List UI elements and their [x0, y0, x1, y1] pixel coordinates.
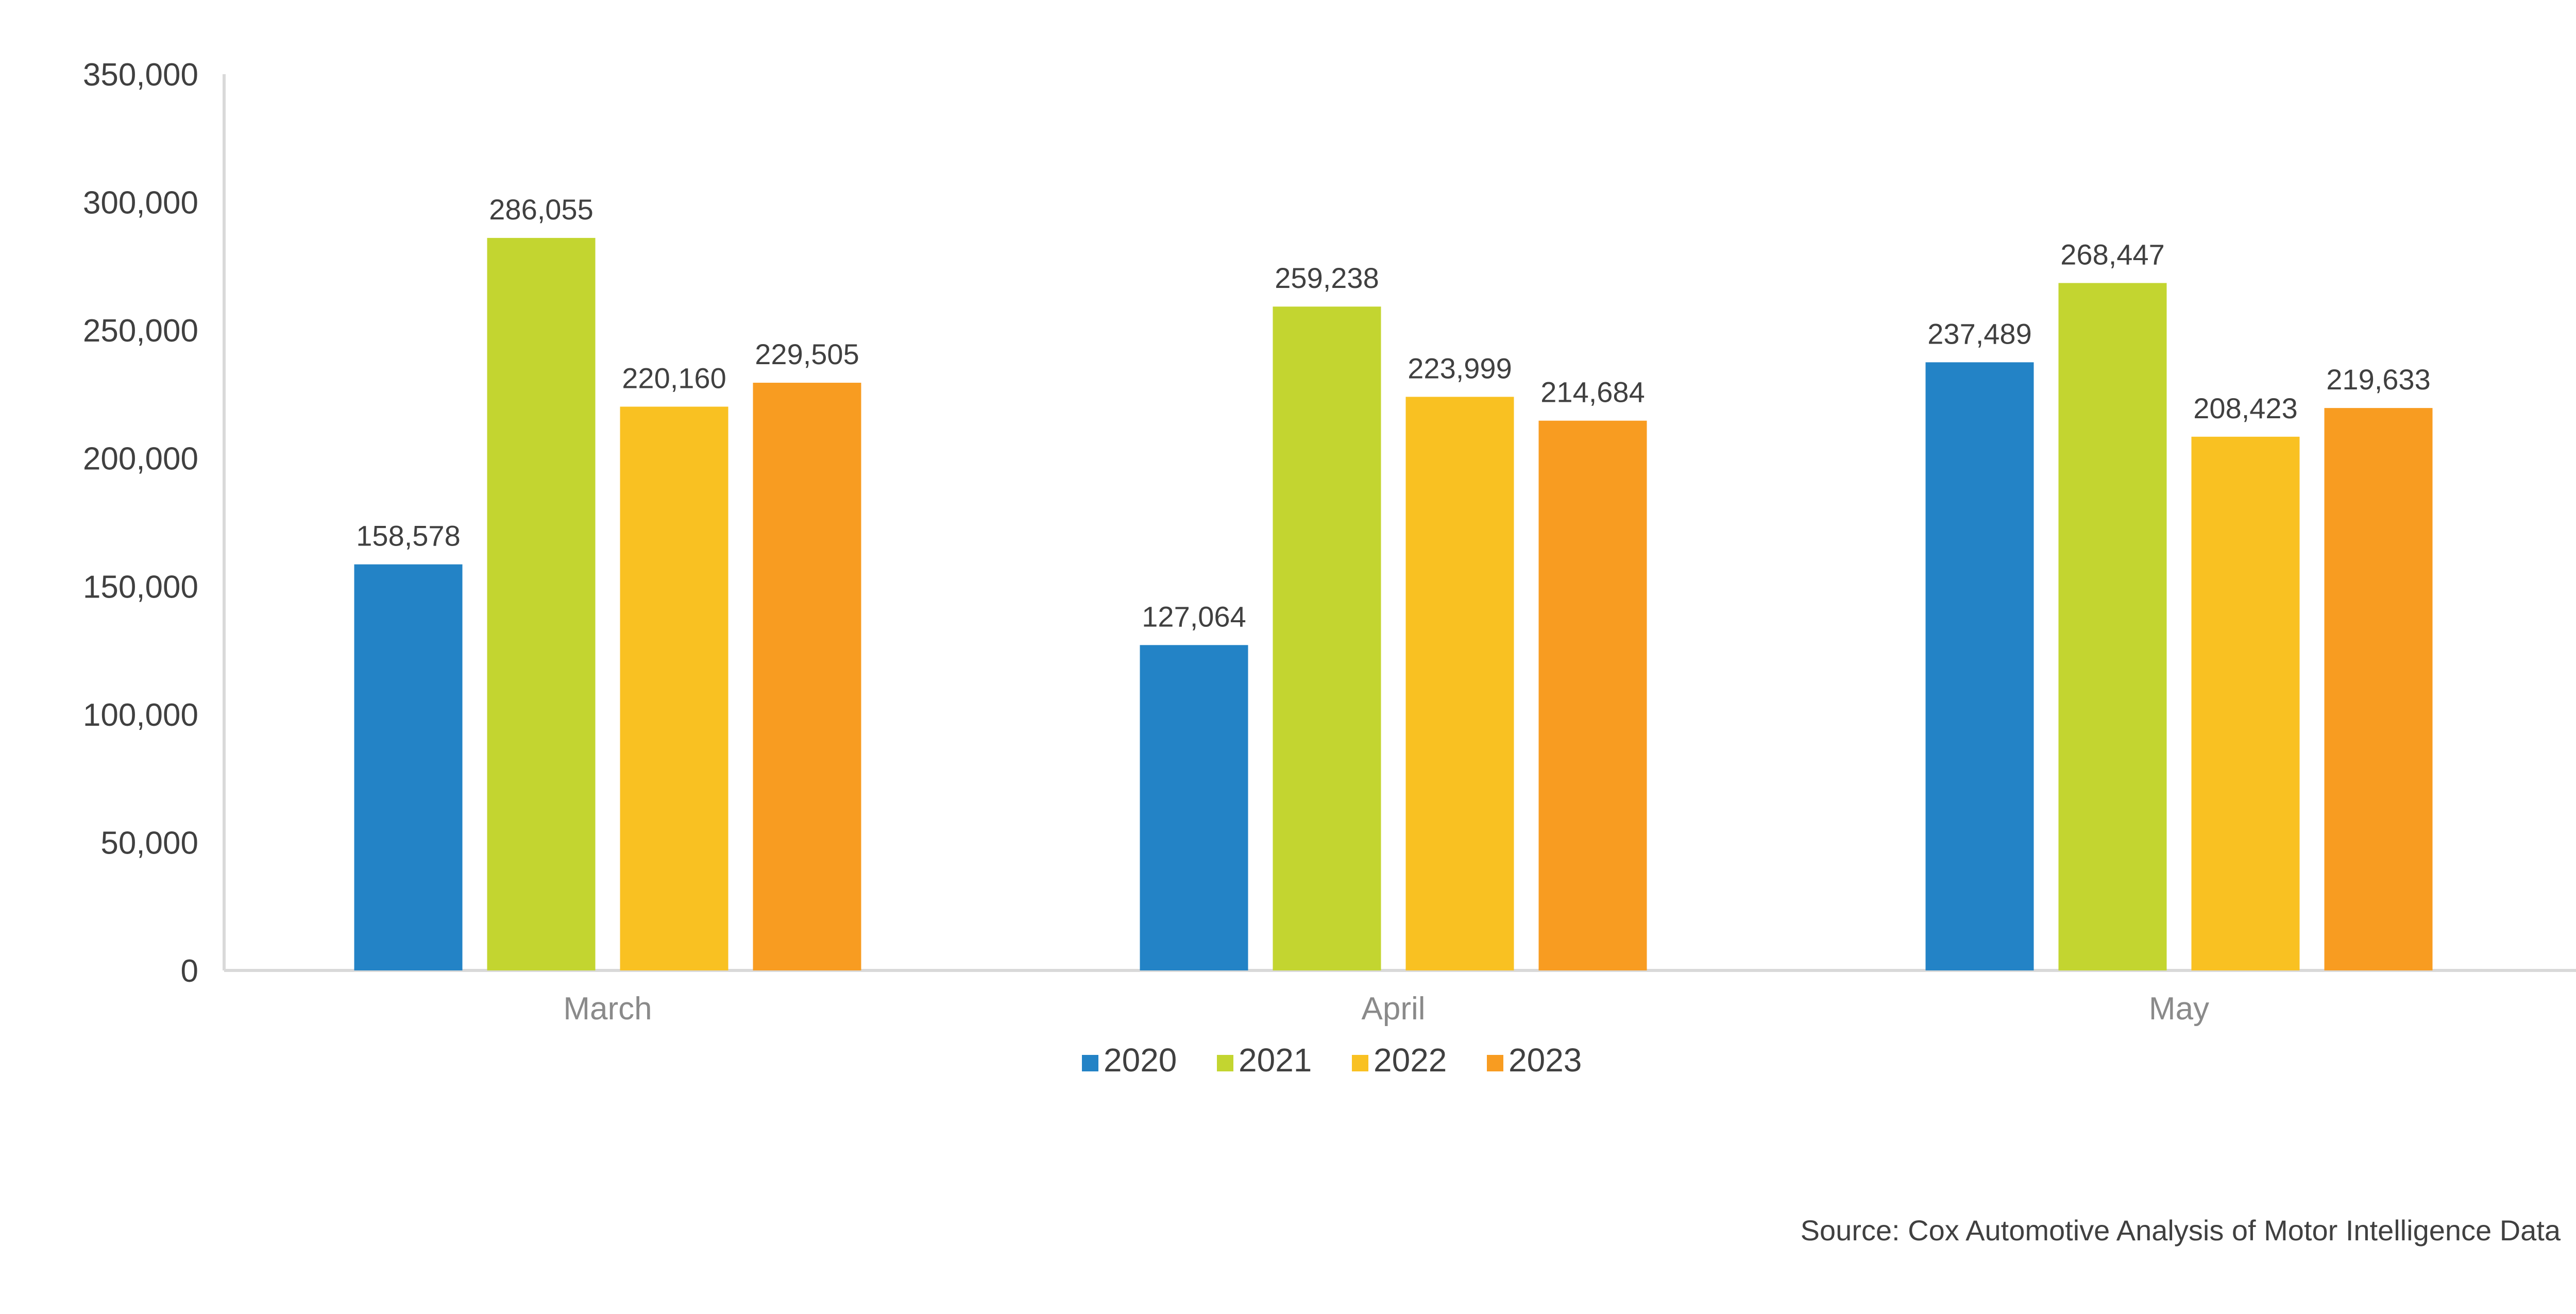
- legend-swatch: [1487, 1055, 1503, 1071]
- bar-2021-april: [1273, 306, 1381, 970]
- bar-2020-april: [1140, 645, 1248, 970]
- bar-2021-may: [2058, 283, 2167, 970]
- source-note: Source: Cox Automotive Analysis of Motor…: [1801, 1214, 2561, 1247]
- legend-item-2021: 2021: [1217, 1042, 1312, 1079]
- bar-2023-april: [1538, 420, 1647, 970]
- legend-label: 2020: [1104, 1042, 1177, 1079]
- data-label: 208,423: [2193, 392, 2297, 424]
- bar-2020-march: [354, 564, 463, 970]
- bars: 158,578 286,055 220,160 229,505 127,064 259,2…: [354, 193, 2433, 971]
- y-tick-label: 150,000: [83, 569, 198, 605]
- bar-2023-march: [753, 383, 861, 971]
- x-category-label: May: [2149, 991, 2209, 1027]
- bar-2022-march: [620, 406, 728, 971]
- data-label: 237,489: [1927, 317, 2031, 350]
- legend-item-2020: 2020: [1082, 1042, 1177, 1079]
- x-category-label: March: [563, 991, 652, 1027]
- bar-2022-april: [1405, 397, 1514, 970]
- data-label: 268,447: [2060, 238, 2164, 270]
- data-label: 158,578: [356, 520, 460, 552]
- data-label: 127,064: [1142, 600, 1246, 633]
- y-tick-label: 100,000: [83, 697, 198, 733]
- y-tick-label: 0: [181, 953, 198, 989]
- legend-label: 2022: [1374, 1042, 1447, 1079]
- data-label: 229,505: [755, 338, 859, 370]
- x-axis-categories: March April May: [563, 991, 2209, 1027]
- data-label: 259,238: [1275, 262, 1379, 294]
- y-tick-label: 50,000: [100, 825, 198, 861]
- y-axis-ticks: 0 50,000 100,000 150,000 200,000 250,000 300,0…: [83, 57, 198, 989]
- data-label: 286,055: [489, 193, 593, 226]
- bar-2020-may: [1925, 362, 2034, 971]
- x-category-label: April: [1361, 991, 1425, 1027]
- legend-swatch: [1217, 1055, 1233, 1071]
- data-label: 214,684: [1540, 376, 1645, 408]
- legend-swatch: [1352, 1055, 1368, 1071]
- bar-2022-may: [2191, 436, 2300, 970]
- legend-item-2022: 2022: [1352, 1042, 1447, 1079]
- legend-item-2023: 2023: [1487, 1042, 1582, 1079]
- data-label: 220,160: [622, 362, 726, 394]
- y-tick-label: 300,000: [83, 185, 198, 221]
- y-tick-label: 350,000: [83, 57, 198, 93]
- legend-label: 2023: [1509, 1042, 1582, 1079]
- bar-2023-may: [2324, 408, 2433, 970]
- y-tick-label: 200,000: [83, 441, 198, 477]
- y-tick-label: 250,000: [83, 313, 198, 349]
- legend-label: 2021: [1239, 1042, 1312, 1079]
- legend-swatch: [1082, 1055, 1098, 1071]
- legend: 2020 2021 2022 2023: [1082, 1042, 1582, 1079]
- bar-2021-march: [487, 237, 596, 971]
- data-label: 219,633: [2326, 363, 2430, 396]
- data-label: 223,999: [1408, 352, 1512, 384]
